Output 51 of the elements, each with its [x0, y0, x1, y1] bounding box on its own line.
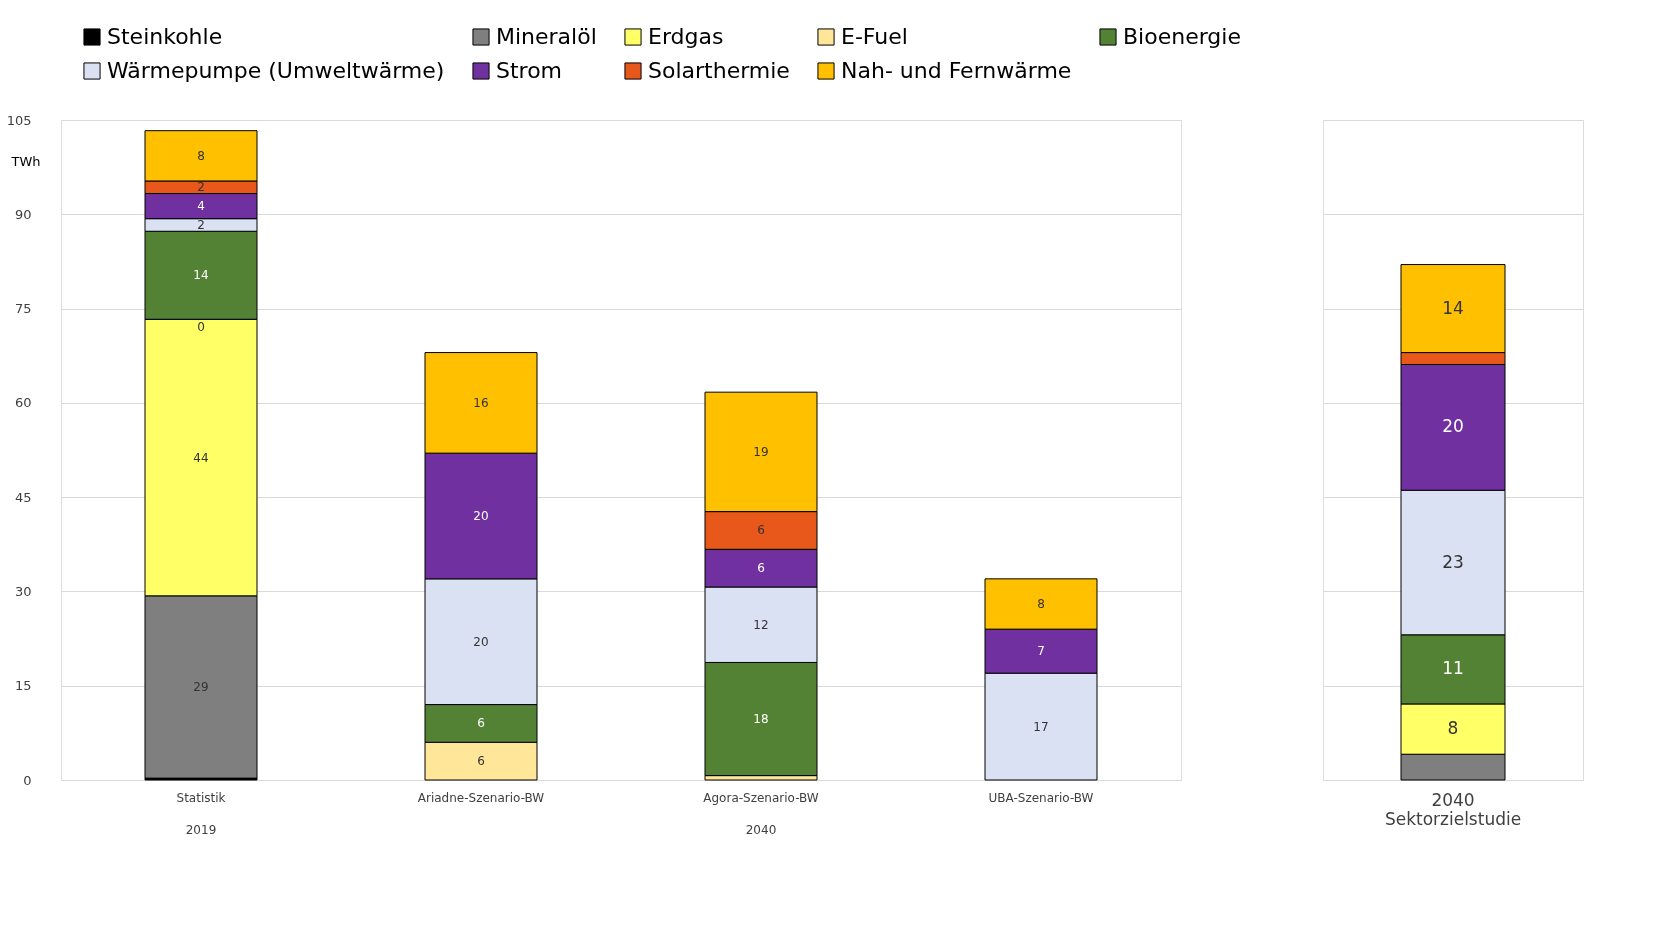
- x-tick-label: Agora-Szenario-BW: [703, 790, 819, 805]
- y-tick-label: 45: [14, 489, 32, 505]
- data-label: 20: [1442, 416, 1464, 437]
- data-label: 17: [1033, 719, 1049, 734]
- data-label: 6: [757, 561, 765, 576]
- data-label: 23: [1442, 551, 1464, 572]
- y-tick-label: 75: [14, 301, 32, 317]
- data-label: 8: [1447, 718, 1459, 739]
- data-label: 18: [753, 712, 769, 727]
- data-label: 19: [753, 444, 769, 459]
- data-label: 6: [477, 754, 485, 769]
- legend-label: Bioenergie: [1123, 24, 1241, 49]
- annotation: 0: [197, 320, 205, 335]
- data-label: 2: [197, 217, 205, 232]
- x-tick-label: 2040 Sektorzielstudie: [1384, 789, 1522, 829]
- y-tick-label: 60: [14, 395, 32, 411]
- y-tick-label: 30: [14, 583, 32, 599]
- legend-label: Wärmepumpe (Umweltwärme): [107, 58, 445, 83]
- y-tick-label: 90: [14, 206, 32, 222]
- legend-label: Erdgas: [648, 24, 724, 49]
- data-label: 12: [753, 617, 769, 632]
- legend-label: Solarthermie: [648, 58, 790, 83]
- legend-label: Mineralöl: [496, 24, 597, 49]
- data-label: 14: [1442, 297, 1464, 318]
- text: 2019: [185, 823, 217, 837]
- data-label: 44: [193, 450, 209, 465]
- x-tick-label: Statistik: [176, 790, 226, 805]
- y-axis-title: TWh: [10, 153, 41, 169]
- x-tick-label: Ariadne-Szenario-BW: [417, 790, 545, 805]
- legend-label: Strom: [496, 58, 563, 83]
- text: 2040: [745, 823, 777, 837]
- y-tick-label: 15: [14, 678, 32, 694]
- data-label: 11: [1442, 658, 1464, 679]
- data-label: 4: [197, 199, 205, 214]
- legend-label: E-Fuel: [841, 24, 908, 49]
- legend-label: Nah- und Fernwärme: [841, 58, 1072, 83]
- y-tick-label: 105: [6, 112, 32, 128]
- legend-label: Steinkohle: [107, 24, 223, 49]
- data-label: 8: [197, 148, 205, 163]
- data-label: 29: [193, 679, 209, 694]
- data-label: 6: [757, 523, 765, 538]
- data-label: 20: [473, 509, 489, 523]
- data-label: 16: [473, 395, 489, 410]
- y-tick-label: 0: [23, 772, 32, 788]
- data-label: 20: [473, 634, 489, 649]
- data-label: 2: [197, 180, 205, 195]
- data-label: 6: [477, 716, 485, 731]
- x-tick-label: UBA-Szenario-BW: [988, 790, 1094, 805]
- data-label: 8: [1037, 597, 1045, 611]
- data-label: 14: [193, 268, 209, 283]
- data-label: 7: [1037, 644, 1045, 659]
